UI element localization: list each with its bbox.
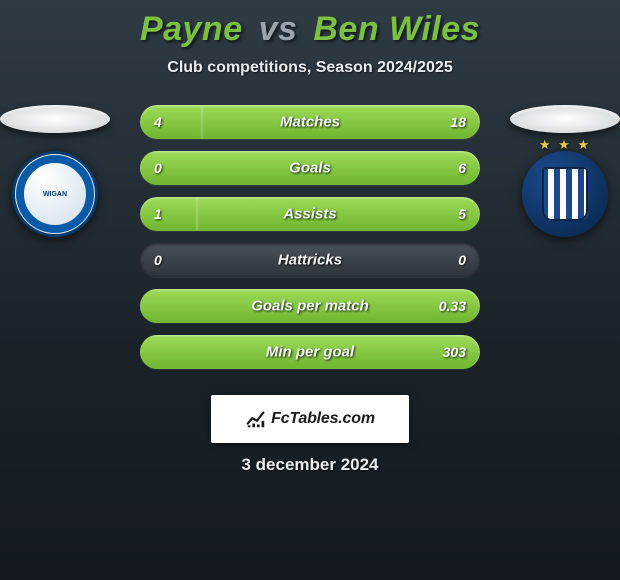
player2-club-badge bbox=[522, 151, 608, 237]
stat-label: Goals bbox=[140, 160, 480, 177]
stat-label: Min per goal bbox=[140, 344, 480, 361]
chart-icon bbox=[245, 408, 267, 430]
stat-bar-row: 06Goals bbox=[140, 151, 480, 185]
left-player-side: WIGAN bbox=[0, 105, 120, 237]
stat-label: Hattricks bbox=[140, 252, 480, 269]
stat-bar-row: 00Hattricks bbox=[140, 243, 480, 277]
player1-name: Payne bbox=[140, 10, 243, 48]
stat-label: Matches bbox=[140, 114, 480, 131]
stat-bars-container: 418Matches 06Goals 15Assists 00Hattricks 0.3… bbox=[140, 105, 480, 381]
wigan-badge-text: WIGAN bbox=[43, 191, 67, 198]
stat-bar-row: 0.33Goals per match bbox=[140, 289, 480, 323]
player2-name: Ben Wiles bbox=[313, 10, 480, 48]
player1-club-badge: WIGAN bbox=[12, 151, 98, 237]
vs-label: vs bbox=[259, 10, 298, 48]
player1-avatar-placeholder bbox=[0, 105, 110, 133]
comparison-title: Payne vs Ben Wiles bbox=[0, 0, 620, 49]
stat-bar-row: 418Matches bbox=[140, 105, 480, 139]
stat-bar-row: 303Min per goal bbox=[140, 335, 480, 369]
right-player-side bbox=[500, 105, 620, 237]
fctables-logo: FcTables.com bbox=[211, 395, 409, 443]
comparison-content: WIGAN 418Matches 06Goals 15Assists 00Hattri… bbox=[0, 105, 620, 375]
logo-text: FcTables.com bbox=[271, 410, 375, 428]
huddersfield-stripes-icon bbox=[542, 167, 588, 221]
player2-avatar-placeholder bbox=[510, 105, 620, 133]
stat-bar-row: 15Assists bbox=[140, 197, 480, 231]
stat-label: Goals per match bbox=[140, 298, 480, 315]
snapshot-date: 3 december 2024 bbox=[0, 455, 620, 475]
subtitle: Club competitions, Season 2024/2025 bbox=[0, 59, 620, 77]
stat-label: Assists bbox=[140, 206, 480, 223]
